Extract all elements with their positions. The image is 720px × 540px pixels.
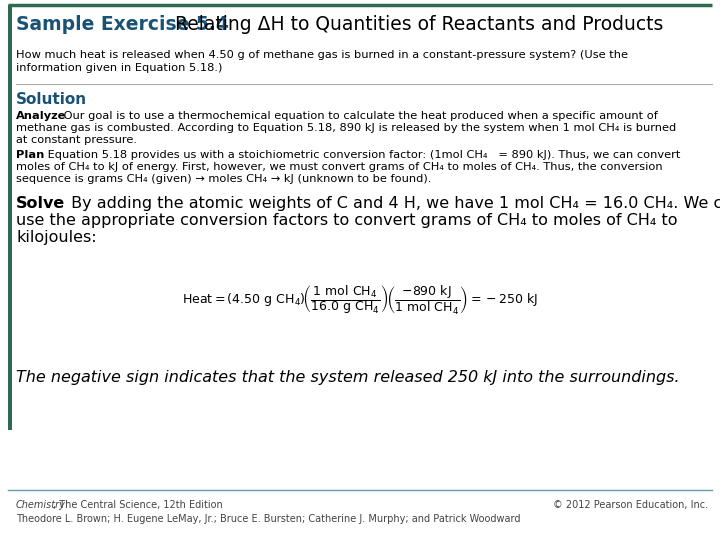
Text: Analyze: Analyze <box>16 111 66 121</box>
Text: The negative sign indicates that the system released 250 kJ into the surrounding: The negative sign indicates that the sys… <box>16 370 680 385</box>
Text: How much heat is released when 4.50 g of methane gas is burned in a constant-pre: How much heat is released when 4.50 g of… <box>16 50 628 60</box>
Text: Solve: Solve <box>16 196 66 211</box>
Text: Our goal is to use a thermochemical equation to calculate the heat produced when: Our goal is to use a thermochemical equa… <box>60 111 658 121</box>
Text: $\mathrm{Heat} = (4.50\ \mathrm{g\ CH_4})\!\left(\dfrac{1\ \mathrm{mol\ CH_4}}{1: $\mathrm{Heat} = (4.50\ \mathrm{g\ CH_4}… <box>182 284 538 316</box>
Text: moles of CH₄ to kJ of energy. First, however, we must convert grams of CH₄ to mo: moles of CH₄ to kJ of energy. First, how… <box>16 162 662 172</box>
Text: By adding the atomic weights of C and 4 H, we have 1 mol CH₄ = 16.0 CH₄. We can: By adding the atomic weights of C and 4 … <box>66 196 720 211</box>
Text: Theodore L. Brown; H. Eugene LeMay, Jr.; Bruce E. Bursten; Catherine J. Murphy; : Theodore L. Brown; H. Eugene LeMay, Jr.;… <box>16 514 521 524</box>
Text: Solution: Solution <box>16 92 87 107</box>
Text: information given in Equation 5.18.): information given in Equation 5.18.) <box>16 63 222 73</box>
Text: at constant pressure.: at constant pressure. <box>16 135 137 145</box>
Text: Plan: Plan <box>16 150 45 160</box>
Text: Sample Exercise 5.4: Sample Exercise 5.4 <box>16 15 229 34</box>
Text: methane gas is combusted. According to Equation 5.18, 890 kJ is released by the : methane gas is combusted. According to E… <box>16 123 676 133</box>
Text: , The Central Science, 12th Edition: , The Central Science, 12th Edition <box>53 500 222 510</box>
Text: sequence is grams CH₄ (given) → moles CH₄ → kJ (unknown to be found).: sequence is grams CH₄ (given) → moles CH… <box>16 174 431 184</box>
Text: kilojoules:: kilojoules: <box>16 230 96 245</box>
Text: © 2012 Pearson Education, Inc.: © 2012 Pearson Education, Inc. <box>553 500 708 510</box>
Text: Equation 5.18 provides us with a stoichiometric conversion factor: (1mol CH₄   =: Equation 5.18 provides us with a stoichi… <box>44 150 680 160</box>
Text: use the appropriate conversion factors to convert grams of CH₄ to moles of CH₄ t: use the appropriate conversion factors t… <box>16 213 678 228</box>
Bar <box>8 5 12 430</box>
Text: Relating ΔH to Quantities of Reactants and Products: Relating ΔH to Quantities of Reactants a… <box>169 15 663 34</box>
Text: Chemistry: Chemistry <box>16 500 66 510</box>
